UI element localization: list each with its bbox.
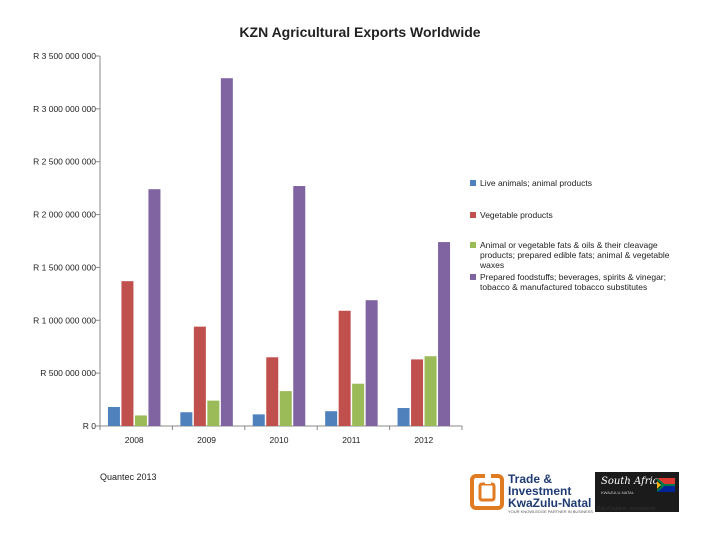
bar bbox=[338, 310, 351, 426]
x-tick-label: 2010 bbox=[270, 435, 289, 445]
bar bbox=[121, 281, 134, 426]
legend-swatch bbox=[470, 180, 476, 186]
bar bbox=[279, 391, 292, 426]
bar bbox=[325, 411, 338, 426]
logo-line-1: Trade & bbox=[508, 472, 553, 486]
bar bbox=[438, 242, 451, 426]
x-tick-label: 2012 bbox=[414, 435, 433, 445]
y-tick-label: R 2 000 000 000 bbox=[33, 210, 96, 220]
source-note: Quantec 2013 bbox=[100, 472, 157, 482]
logo-tagline: YOUR KNOWLEDGE PARTNER IN BUSINESS bbox=[508, 509, 593, 514]
bar bbox=[134, 415, 147, 426]
south-africa-sub: KWAZULU-NATAL bbox=[601, 490, 635, 495]
bar bbox=[365, 300, 378, 426]
trade-investment-emblem-icon bbox=[470, 474, 504, 510]
legend-swatch bbox=[470, 274, 476, 280]
y-tick-label: R 1 500 000 000 bbox=[33, 262, 96, 272]
legend-swatch bbox=[470, 242, 476, 248]
bar bbox=[148, 189, 161, 426]
bar bbox=[207, 400, 220, 426]
x-tick-label: 2011 bbox=[342, 435, 361, 445]
y-tick-label: R 500 000 000 bbox=[40, 368, 96, 378]
south-africa-tagline: Zulu Kingdom. exceptional bbox=[596, 506, 655, 512]
x-tick-label: 2009 bbox=[197, 435, 216, 445]
legend-label: Live animals; animal products bbox=[480, 178, 592, 188]
bar bbox=[266, 357, 279, 426]
bar bbox=[352, 383, 365, 426]
y-tick-label: R 2 500 000 000 bbox=[33, 157, 96, 167]
x-tick-label: 2008 bbox=[125, 435, 144, 445]
bar bbox=[397, 408, 410, 426]
chart-title: KZN Agricultural Exports Worldwide bbox=[239, 24, 481, 40]
legend-label: Vegetable products bbox=[480, 210, 553, 220]
bar bbox=[411, 359, 424, 426]
south-africa-badge: South Africa KWAZULU-NATAL bbox=[595, 472, 679, 512]
bar bbox=[220, 78, 233, 426]
legend-label: Prepared foodstuffs; beverages, spirits … bbox=[480, 272, 666, 292]
y-tick-label: R 0 bbox=[83, 421, 97, 431]
trade-investment-logo: Trade & Investment KwaZulu-Natal YOUR KN… bbox=[470, 470, 680, 514]
legend-swatch bbox=[470, 212, 476, 218]
south-africa-flag-icon bbox=[657, 478, 675, 492]
logo-line-2: Investment bbox=[508, 484, 572, 498]
y-tick-label: R 1 000 000 000 bbox=[33, 315, 96, 325]
bar bbox=[424, 356, 437, 426]
logo-line-3: KwaZulu-Natal bbox=[508, 496, 592, 510]
legend-label: Animal or vegetable fats & oils & their … bbox=[480, 240, 670, 270]
y-tick-label: R 3 500 000 000 bbox=[33, 51, 96, 61]
bar bbox=[293, 186, 306, 426]
bar bbox=[252, 414, 265, 426]
bar bbox=[180, 412, 193, 426]
bar bbox=[107, 406, 120, 426]
south-africa-wordmark: South Africa bbox=[601, 476, 665, 487]
y-tick-label: R 3 000 000 000 bbox=[33, 104, 96, 114]
bar bbox=[193, 326, 206, 426]
